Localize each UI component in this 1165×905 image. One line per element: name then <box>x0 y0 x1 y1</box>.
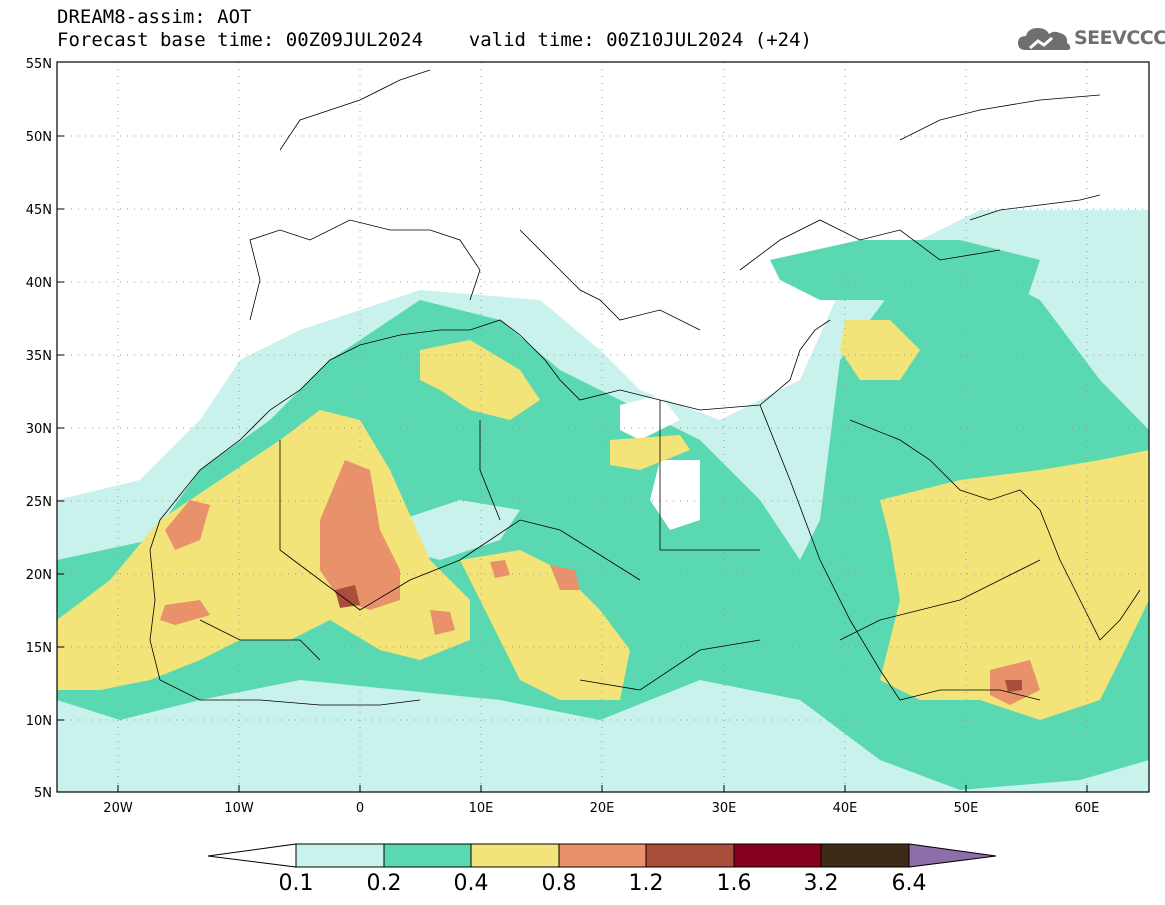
colorbar-label: 3.2 <box>804 871 839 896</box>
cloud-icon <box>1018 28 1071 50</box>
colorbar-label: 1.2 <box>629 871 664 896</box>
colorbar-label: 0.8 <box>542 871 577 896</box>
lon-axis-labels: 20W 10W 0 10E 20E 30E 40E 50E 60E <box>103 801 1099 816</box>
lat-label: 40N <box>26 276 52 291</box>
coastlines <box>149 69 1141 706</box>
colorbar-label: 6.4 <box>892 871 927 896</box>
graticule <box>57 62 1149 792</box>
lat-label: 5N <box>34 786 52 801</box>
colorbar-box <box>558 843 647 868</box>
lon-label: 0 <box>356 801 364 816</box>
lon-label: 40E <box>833 801 858 816</box>
colorbar-box <box>645 843 735 868</box>
lon-label: 30E <box>712 801 737 816</box>
plot-frame <box>56 61 1150 793</box>
seevccc-logo: SEEVCCC <box>1016 24 1165 54</box>
lat-label: 15N <box>26 641 52 656</box>
lat-label: 35N <box>26 349 52 364</box>
colorbar-box <box>733 843 822 868</box>
forecast-times: Forecast base time: 00Z09JUL2024 valid t… <box>57 29 812 51</box>
colorbar-high-arrow <box>908 843 997 868</box>
colorbar-box <box>470 843 560 868</box>
colorbar-low-arrow <box>207 843 297 868</box>
colorbar-box <box>820 843 910 868</box>
tick-marks <box>57 61 1088 793</box>
lat-label: 30N <box>26 422 52 437</box>
colorbar-box <box>383 843 472 868</box>
colorbar-label: 1.6 <box>717 871 752 896</box>
lat-label: 45N <box>26 203 52 218</box>
lon-label: 20W <box>103 801 133 816</box>
lat-label: 25N <box>26 495 52 510</box>
logo-text: SEEVCCC <box>1074 27 1165 49</box>
lat-label: 50N <box>26 130 52 145</box>
colorbar-box <box>295 843 385 868</box>
lat-label: 20N <box>26 568 52 583</box>
lon-label: 20E <box>590 801 615 816</box>
colorbar-label: 0.4 <box>454 871 489 896</box>
map-title: DREAM8-assim: AOT <box>57 6 252 28</box>
lon-label: 10E <box>469 801 494 816</box>
lat-axis-labels: 5N 10N 15N 20N 25N 30N 35N 40N 45N 50N 5… <box>26 57 52 801</box>
colorbar-label: 0.1 <box>279 871 314 896</box>
lon-label: 50E <box>954 801 979 816</box>
lat-label: 55N <box>26 57 52 72</box>
colorbar: 0.1 0.2 0.4 0.8 1.2 1.6 3.2 6.4 <box>207 843 997 896</box>
lon-label: 60E <box>1075 801 1100 816</box>
colorbar-label: 0.2 <box>367 871 402 896</box>
aot-contours <box>57 62 1149 792</box>
lat-label: 10N <box>26 714 52 729</box>
lon-label: 10W <box>224 801 254 816</box>
